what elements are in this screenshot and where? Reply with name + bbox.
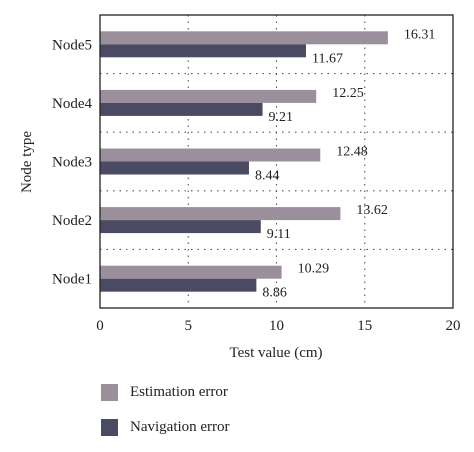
x-tick-label: 10 xyxy=(269,318,284,334)
bar-estimation-node3 xyxy=(100,148,321,162)
category-label-node3: Node3 xyxy=(52,155,92,171)
bar-navigation-node5 xyxy=(100,44,306,58)
data-label-estimation-node2: 13.62 xyxy=(356,203,388,218)
bar-estimation-node2 xyxy=(100,207,341,221)
data-label-navigation-node1: 8.86 xyxy=(262,286,287,301)
category-label-node5: Node5 xyxy=(52,37,92,53)
category-label-node2: Node2 xyxy=(52,213,92,229)
bar-estimation-node5 xyxy=(100,31,388,45)
bar-navigation-node2 xyxy=(100,220,261,234)
data-labels: 10.29 8.86 13.62 9.11 12.48 8.44 12.25 9.21 16.3… xyxy=(255,27,435,300)
x-axis-title: Test value (cm) xyxy=(229,345,322,361)
category-tick-labels: Node1 Node2 Node3 Node4 Node5 xyxy=(52,37,92,287)
bar-navigation-node4 xyxy=(100,102,263,116)
data-label-estimation-node5: 16.31 xyxy=(404,27,436,42)
bar-navigation-node1 xyxy=(100,278,257,292)
y-axis-title: Node type xyxy=(19,131,35,193)
x-tick-label: 0 xyxy=(96,318,104,334)
data-label-estimation-node1: 10.29 xyxy=(298,262,330,277)
category-label-node4: Node4 xyxy=(52,96,92,112)
data-label-navigation-node3: 8.44 xyxy=(255,169,280,184)
bar-estimation-node1 xyxy=(100,265,282,279)
category-label-node1: Node1 xyxy=(52,272,92,288)
data-label-navigation-node5: 11.67 xyxy=(312,51,343,66)
legend-item-navigation: Navigation error xyxy=(101,417,230,437)
x-tick-label: 5 xyxy=(185,318,193,334)
legend-swatch-navigation xyxy=(101,418,118,436)
legend-label-estimation: Estimation error xyxy=(130,383,228,400)
data-label-estimation-node4: 12.25 xyxy=(332,86,364,101)
legend-label-navigation: Navigation error xyxy=(130,418,230,435)
plot-frame xyxy=(99,14,454,309)
bars xyxy=(100,31,388,292)
bar-estimation-node4 xyxy=(100,89,317,103)
grid-lines xyxy=(100,15,453,308)
x-tick-label: 20 xyxy=(446,318,461,334)
legend-swatch-estimation xyxy=(101,383,118,401)
bar-chart: 10.29 8.86 13.62 9.11 12.48 8.44 12.25 9.21 16.3… xyxy=(19,14,461,361)
x-tick-label: 15 xyxy=(357,318,372,334)
legend-item-estimation: Estimation error xyxy=(101,382,230,402)
data-label-estimation-node3: 12.48 xyxy=(336,145,368,160)
x-tick-labels: 0 5 10 15 20 xyxy=(96,318,460,334)
bar-navigation-node3 xyxy=(100,161,249,175)
legend: Estimation error Navigation error xyxy=(101,382,230,452)
data-label-navigation-node4: 9.21 xyxy=(269,110,294,125)
data-label-navigation-node2: 9.11 xyxy=(267,227,291,242)
